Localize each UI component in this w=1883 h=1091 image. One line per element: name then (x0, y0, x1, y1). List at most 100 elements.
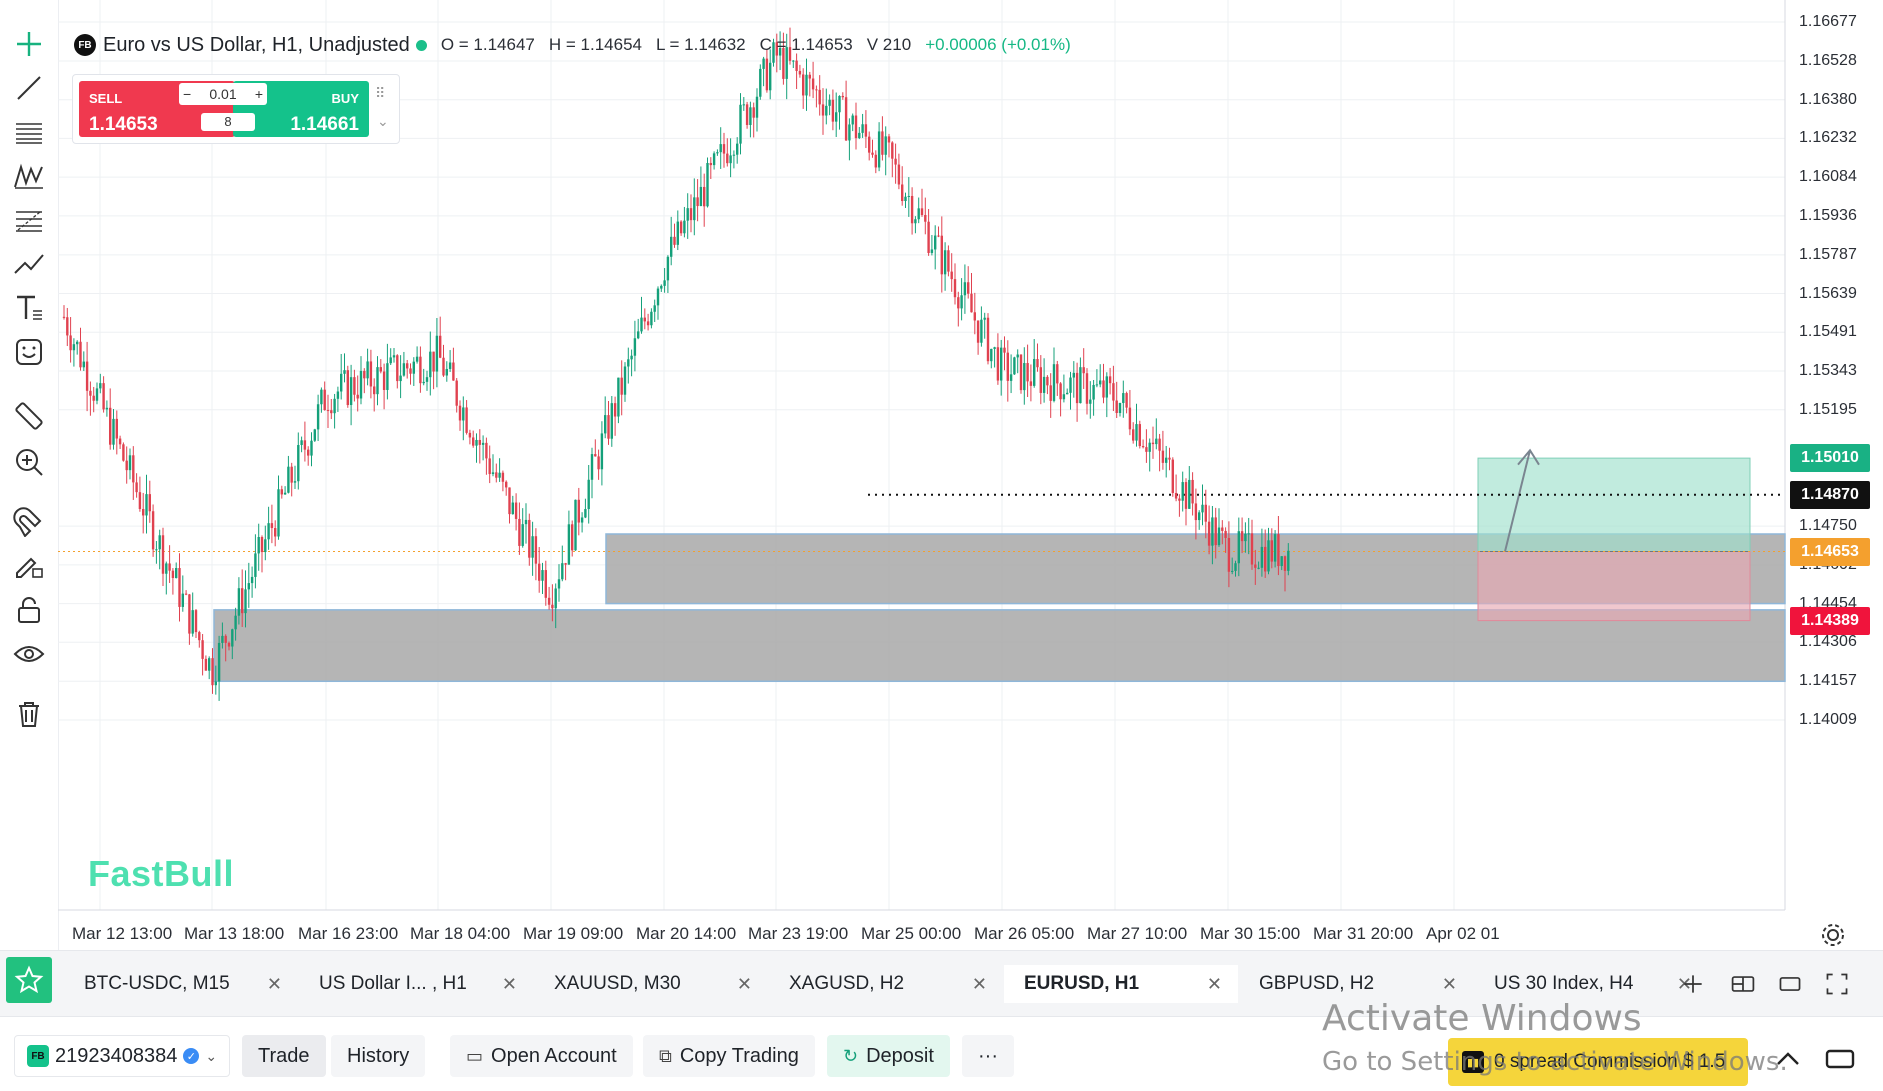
candle-body (422, 381, 425, 384)
time-axis-label: Mar 30 15:00 (1200, 924, 1301, 943)
candle-body (85, 361, 89, 391)
copy-trading-button[interactable]: ⧉ Copy Trading (643, 1035, 815, 1077)
candle-body (76, 341, 79, 345)
instrument-title[interactable]: Euro vs US Dollar, H1, Unadjusted (103, 33, 410, 56)
candle-body (851, 115, 854, 125)
symbol-tab[interactable]: US 30 Index, H4✕ (1474, 965, 1708, 1003)
more-options-button[interactable]: ··· (962, 1035, 1014, 1077)
take-profit-tag[interactable]: 1.15010 (1790, 444, 1870, 473)
pattern-icon[interactable] (9, 156, 49, 196)
candle-body (1089, 399, 1092, 404)
window-icon[interactable] (1773, 967, 1807, 1001)
symbol-tab[interactable]: EURUSD, H1 ✕ (1004, 965, 1238, 1003)
candle-body (1273, 534, 1277, 562)
candle-body (696, 197, 699, 207)
candle-body (1079, 367, 1082, 404)
candle-body (363, 370, 366, 379)
lock-drawing-icon[interactable] (9, 544, 49, 584)
forecast-icon[interactable] (9, 244, 49, 284)
candle-body (871, 152, 874, 155)
chevron-down-icon[interactable]: ⌄ (377, 113, 389, 129)
candle-body (745, 104, 749, 125)
text-tool-icon[interactable] (9, 288, 49, 328)
lot-size-value[interactable]: 0.01 (209, 86, 237, 102)
symbol-tab[interactable]: GBPUSD, H2 ✕ (1239, 965, 1473, 1003)
promo-banner[interactable]: ▮▮ 0 spread Commission $ 1.5 (1448, 1038, 1748, 1086)
close-tab-icon[interactable]: ✕ (501, 973, 517, 994)
candle-body (778, 47, 782, 56)
stop-loss-area[interactable] (1477, 551, 1751, 622)
close-tab-icon[interactable]: ✕ (736, 973, 752, 994)
candle-body (726, 153, 729, 164)
candle-body (415, 356, 419, 362)
candle-body (1138, 424, 1141, 447)
chevron-down-icon: ⌄ (205, 1047, 218, 1064)
symbol-tab[interactable]: XAUUSD, M30 ✕ (534, 965, 768, 1003)
candle-body (1231, 570, 1234, 572)
drag-handle-icon[interactable]: ⠿ (375, 85, 386, 101)
candle-body (868, 136, 871, 153)
emoji-icon[interactable] (9, 332, 49, 372)
lot-decrease-button[interactable]: − (183, 86, 192, 102)
close-tab-icon[interactable]: ✕ (1441, 973, 1457, 994)
symbol-tab[interactable]: US Dollar I... , H1 ✕ (299, 965, 533, 1003)
ruler-icon[interactable] (9, 396, 49, 436)
close-tab-icon[interactable]: ✕ (971, 973, 987, 994)
history-tab[interactable]: History (331, 1035, 426, 1077)
lot-increase-button[interactable]: + (254, 86, 263, 102)
candle-body (171, 570, 175, 579)
favorites-star-icon[interactable] (6, 957, 52, 1003)
magnet-icon[interactable] (9, 500, 49, 540)
chevron-up-icon[interactable] (1770, 1041, 1806, 1077)
candle-body (623, 366, 627, 395)
horizontal-line-tag[interactable]: 1.14870 (1790, 480, 1870, 509)
candle-body (1016, 354, 1019, 358)
unlock-icon[interactable] (9, 590, 49, 630)
price-chart[interactable] (58, 0, 1883, 950)
eye-icon[interactable] (9, 634, 49, 674)
horizontal-lines-icon[interactable] (9, 112, 49, 152)
candle-body (613, 403, 617, 417)
fibonacci-icon[interactable] (9, 200, 49, 240)
symbol-tab[interactable]: BTC-USDC, M15 ✕ (64, 965, 298, 1003)
add-tab-plus-icon[interactable] (1676, 967, 1710, 1001)
supply-demand-zone[interactable] (213, 609, 1786, 683)
time-axis-label: Mar 13 18:00 (184, 924, 285, 943)
account-selector[interactable]: FB 21923408384 ✓ ⌄ (14, 1035, 231, 1077)
trend-line-icon[interactable] (9, 68, 49, 108)
lot-size-stepper[interactable]: − 0.01 + (179, 83, 267, 105)
candle-body (924, 214, 927, 222)
candle-body (293, 481, 297, 483)
close-tab-icon[interactable]: ✕ (266, 973, 282, 994)
stop-loss-tag[interactable]: 1.14389 (1790, 606, 1870, 635)
candle-body (373, 386, 376, 395)
candle-body (567, 524, 571, 565)
candle-body (947, 250, 950, 272)
candle-body (1075, 372, 1079, 404)
zoom-in-icon[interactable] (9, 442, 49, 482)
trash-icon[interactable] (9, 694, 49, 734)
close-tab-icon[interactable]: ✕ (1206, 973, 1222, 994)
sell-button[interactable]: SELL 1.14653 (79, 81, 235, 137)
deposit-button[interactable]: ↻ Deposit (827, 1035, 950, 1077)
open-account-button[interactable]: ▭ Open Account (450, 1035, 633, 1077)
candle-body (112, 418, 115, 445)
candle-body (874, 154, 877, 168)
candle-body (336, 391, 340, 399)
crosshair-icon[interactable] (9, 24, 49, 64)
fullscreen-icon[interactable] (1820, 967, 1854, 1001)
chart-settings-gear-icon[interactable] (1818, 920, 1848, 950)
chart-canvas[interactable] (58, 0, 1883, 950)
take-profit-area[interactable] (1477, 457, 1751, 553)
candle-body (1145, 447, 1148, 452)
candle-body (1085, 373, 1089, 404)
deposit-label: Deposit (866, 1044, 934, 1067)
candle-body (1095, 384, 1099, 386)
candle-body (72, 344, 76, 351)
window-toggle-icon[interactable] (1822, 1041, 1858, 1077)
symbol-tab[interactable]: XAGUSD, H2 ✕ (769, 965, 1003, 1003)
trade-tab[interactable]: Trade (242, 1035, 326, 1077)
candle-body (260, 536, 264, 553)
candle-body (481, 442, 485, 445)
layout-split-icon[interactable] (1726, 967, 1760, 1001)
